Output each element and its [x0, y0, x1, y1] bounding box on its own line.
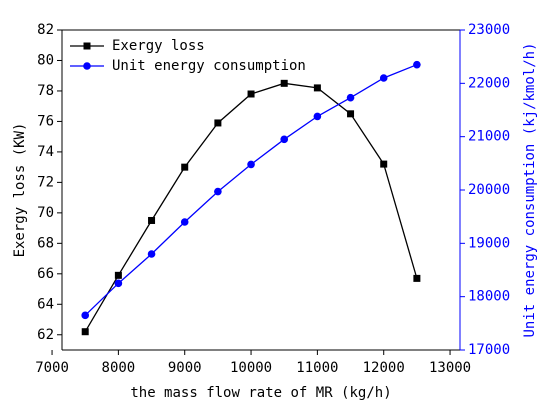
y2-axis-label: Unit energy consumption (kj/kmol/h)	[522, 42, 538, 337]
x-tick-label: 10000	[230, 360, 272, 376]
marker	[413, 274, 421, 282]
y2-tick-label: 23000	[468, 22, 510, 38]
y2-tick-label: 17000	[468, 342, 510, 358]
marker	[280, 135, 289, 144]
legend-label: Exergy loss	[112, 38, 205, 54]
marker	[114, 271, 122, 279]
marker	[247, 90, 255, 98]
y-tick-label: 70	[37, 205, 54, 221]
marker	[181, 163, 189, 171]
marker	[280, 79, 288, 87]
legend-label: Unit energy consumption	[112, 58, 306, 74]
y-tick-label: 64	[37, 296, 54, 312]
marker	[313, 84, 321, 92]
marker	[114, 279, 123, 288]
x-tick-label: 12000	[363, 360, 405, 376]
y2-tick-label: 19000	[468, 235, 510, 251]
marker	[214, 119, 222, 127]
x-axis-label: the mass flow rate of MR (kg/h)	[130, 385, 391, 401]
x-tick-label: 8000	[102, 360, 136, 376]
y-tick-label: 66	[37, 266, 54, 282]
marker	[379, 74, 388, 82]
x-tick-label: 7000	[35, 360, 69, 376]
marker	[346, 93, 355, 102]
marker	[247, 160, 255, 169]
marker	[413, 60, 421, 69]
y-tick-label: 62	[37, 327, 54, 343]
y-tick-label: 74	[37, 144, 54, 160]
marker	[81, 328, 89, 336]
series-line	[84, 64, 418, 316]
y-tick-label: 80	[37, 52, 54, 68]
y-tick-label: 82	[37, 22, 54, 38]
marker	[214, 187, 222, 196]
y-tick-label: 72	[37, 174, 54, 190]
x-tick-label: 13000	[429, 360, 471, 376]
x-tick-label: 11000	[296, 360, 338, 376]
y-tick-label: 76	[37, 113, 54, 129]
y2-tick-label: 20000	[468, 182, 510, 198]
series-line	[84, 82, 418, 333]
marker	[180, 218, 189, 226]
marker	[148, 216, 156, 224]
y-tick-label: 78	[37, 83, 54, 99]
marker	[380, 160, 388, 168]
y2-tick-label: 21000	[468, 129, 510, 145]
legend-marker	[83, 42, 91, 50]
y-tick-label: 68	[37, 235, 54, 251]
y-axis-label: Exergy loss (KW)	[12, 123, 28, 258]
marker	[313, 112, 322, 121]
marker	[147, 250, 156, 258]
marker	[347, 110, 355, 118]
legend-marker	[83, 62, 91, 70]
marker	[81, 311, 90, 320]
x-tick-label: 9000	[168, 360, 202, 376]
y2-tick-label: 18000	[468, 289, 510, 305]
y2-tick-label: 22000	[468, 75, 510, 91]
